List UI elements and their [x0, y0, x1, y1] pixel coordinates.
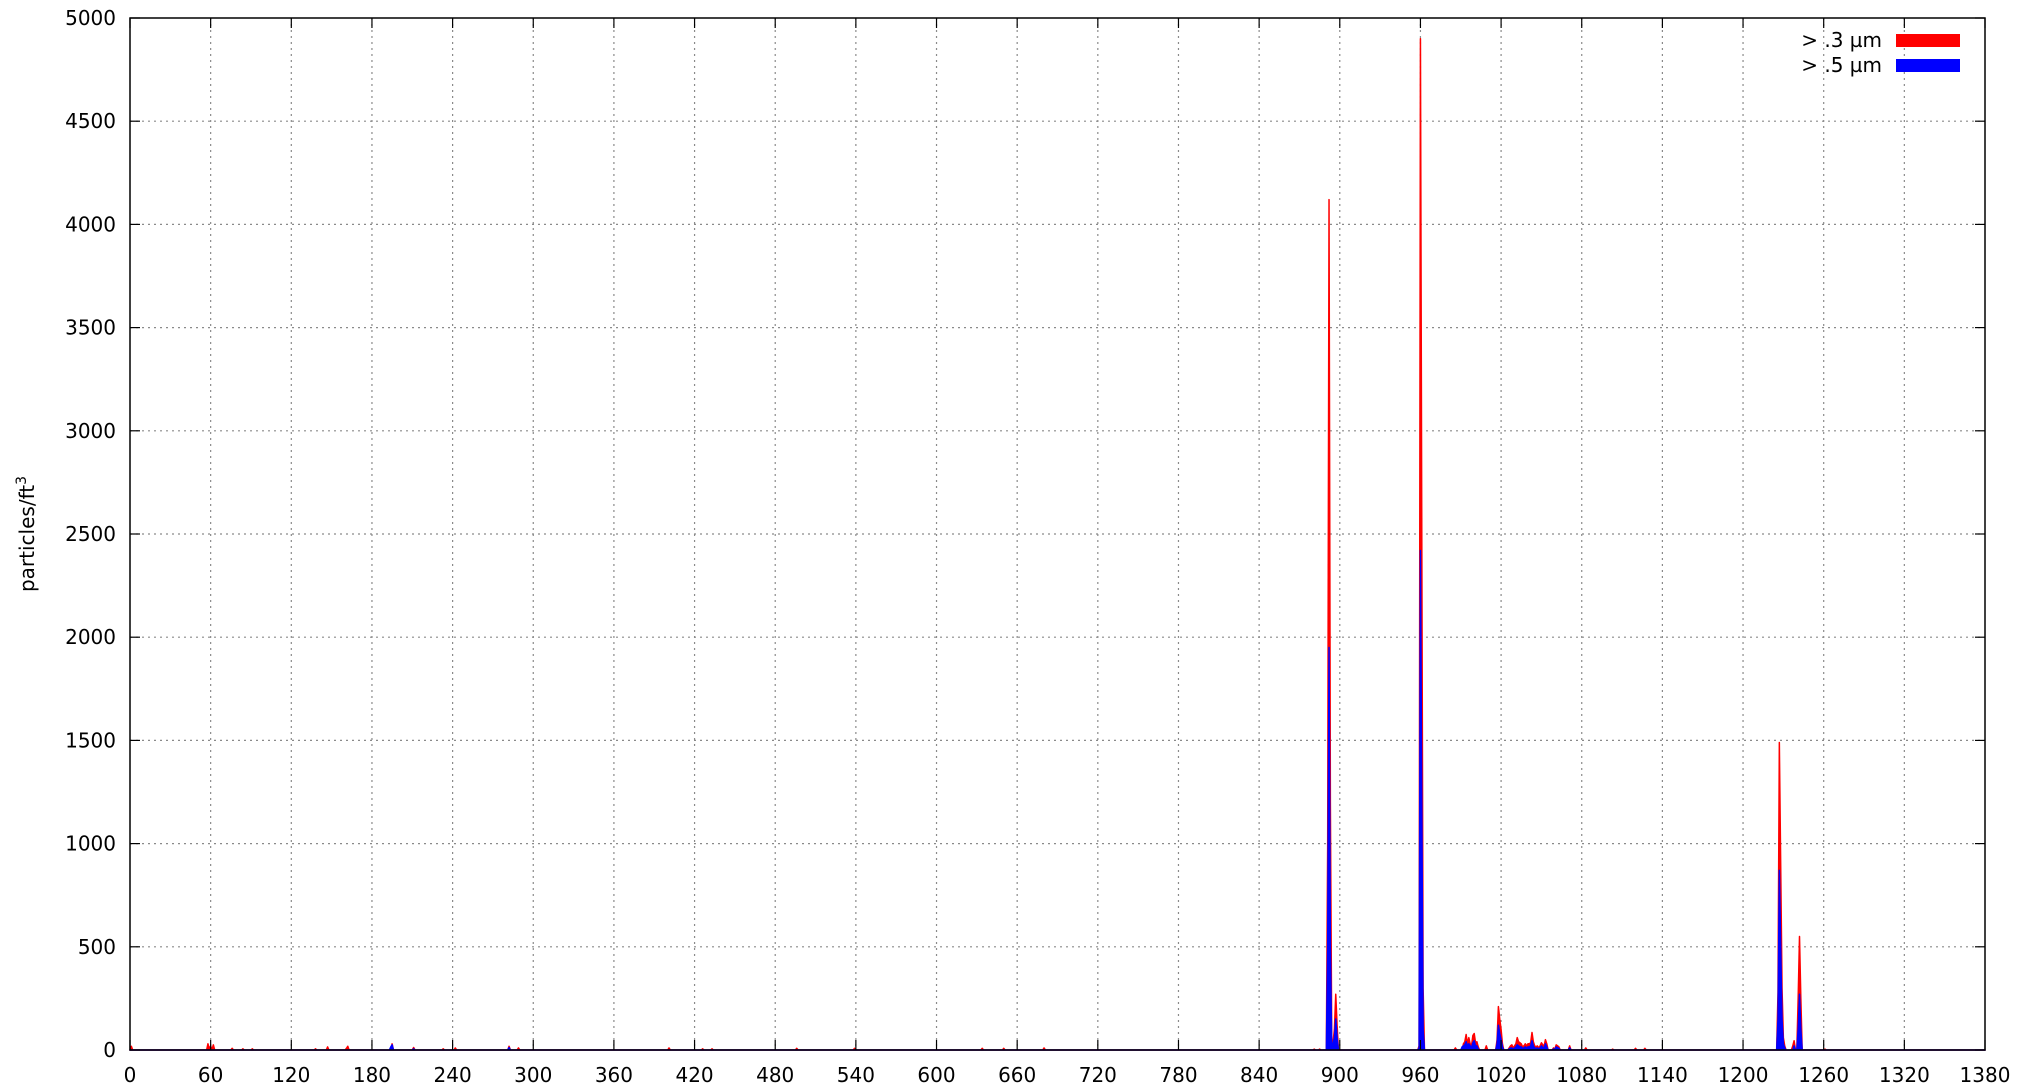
y-tick-label: 4500	[65, 109, 116, 133]
series-area-1	[129, 37, 1986, 1051]
y-tick-label: 1000	[65, 832, 116, 856]
y-tick-label: 2000	[65, 625, 116, 649]
tick-marks	[129, 17, 1986, 1051]
x-tick-label: 600	[917, 1063, 955, 1087]
x-tick-label: 180	[353, 1063, 391, 1087]
x-tick-label: 1080	[1556, 1063, 1607, 1087]
x-tick-label: 0	[124, 1063, 137, 1087]
y-tick-label: 500	[78, 935, 116, 959]
x-tick-label: 1320	[1879, 1063, 1930, 1087]
x-tick-label: 60	[198, 1063, 223, 1087]
y-tick-label: 0	[103, 1038, 116, 1062]
y-axis-title: particles/ft3	[14, 476, 39, 592]
x-tick-label: 660	[998, 1063, 1036, 1087]
plot-frame	[129, 17, 1986, 1051]
x-tick-label: 900	[1321, 1063, 1359, 1087]
y-axis-title-text: particles/ft	[15, 485, 39, 592]
grid	[130, 18, 1985, 1050]
legend: > .3 µm> .5 µm	[1801, 28, 1960, 77]
x-tick-label: 240	[434, 1063, 472, 1087]
y-axis-title-superscript: 3	[14, 476, 30, 485]
x-tick-label: 720	[1079, 1063, 1117, 1087]
y-tick-label: 1500	[65, 728, 116, 752]
x-tick-label: 1020	[1476, 1063, 1527, 1087]
x-tick-label: 1380	[1960, 1063, 2011, 1087]
x-tick-label: 1260	[1798, 1063, 1849, 1087]
legend-swatch	[1896, 59, 1960, 72]
x-tick-label: 120	[272, 1063, 310, 1087]
x-tick-label: 300	[514, 1063, 552, 1087]
x-tick-label: 960	[1401, 1063, 1439, 1087]
x-tick-label: 780	[1159, 1063, 1197, 1087]
y-tick-label: 3500	[65, 316, 116, 340]
x-tick-label: 480	[756, 1063, 794, 1087]
legend-label: > .3 µm	[1801, 28, 1882, 52]
series-area-2	[129, 549, 1986, 1051]
x-tick-label: 420	[675, 1063, 713, 1087]
legend-label: > .5 µm	[1801, 53, 1882, 77]
y-tick-label: 3000	[65, 419, 116, 443]
y-tick-label: 4000	[65, 212, 116, 236]
y-tick-label: 5000	[65, 6, 116, 30]
x-tick-label: 540	[837, 1063, 875, 1087]
y-tick-label: 2500	[65, 522, 116, 546]
x-tick-label: 1140	[1637, 1063, 1688, 1087]
x-tick-label: 1200	[1718, 1063, 1769, 1087]
x-tick-label: 840	[1240, 1063, 1278, 1087]
series-layer	[129, 37, 1986, 1051]
legend-swatch	[1896, 34, 1960, 47]
y-tick-labels: 0 500 1000 1500 2000 2500 3000 3500 4000 4500 5000	[65, 6, 116, 1062]
x-tick-label: 360	[595, 1063, 633, 1087]
x-tick-labels: 0 60 120 180 240 300 360 420 480 540 600 660 720 780 8…	[124, 1063, 2011, 1087]
